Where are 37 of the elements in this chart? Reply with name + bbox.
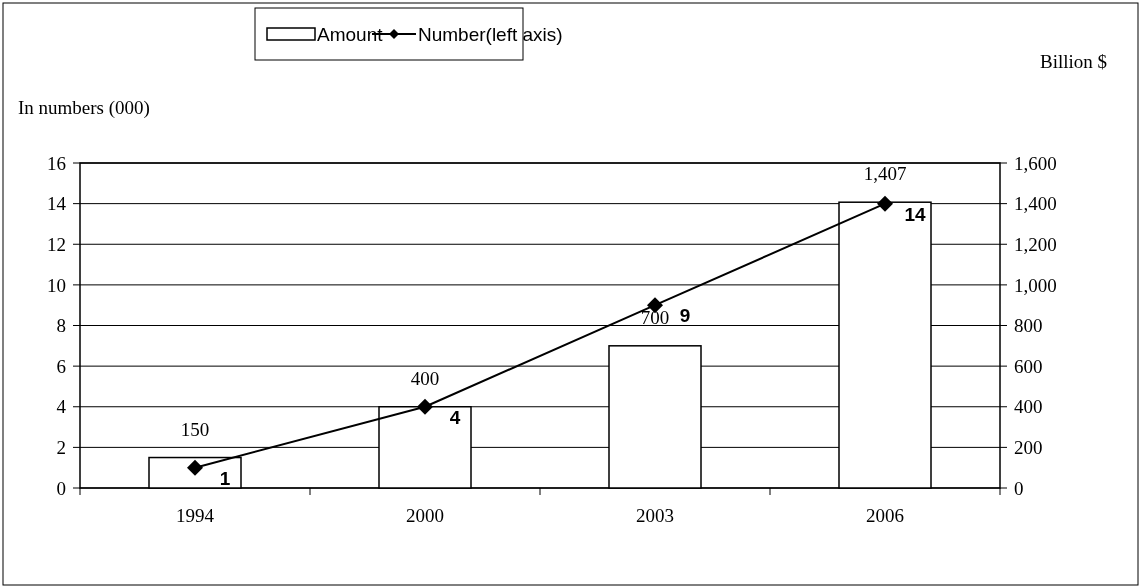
y-tick-label: 12 — [47, 233, 66, 255]
point — [417, 398, 433, 415]
y-tick-label: 2 — [56, 437, 66, 459]
y-tick-label: 0 — [56, 477, 66, 499]
legend-label: Amount — [317, 23, 384, 45]
y-tick-label: 4 — [56, 396, 67, 418]
y2-tick-label: 600 — [1014, 355, 1043, 377]
data-label: 1,407 — [863, 163, 907, 185]
y2-tick-label: 0 — [1014, 477, 1024, 499]
y-tick-label: 10 — [47, 274, 66, 296]
data-label: 9 — [679, 305, 691, 327]
y-tick-label: 16 — [47, 152, 66, 174]
y-tick-label: 6 — [56, 355, 66, 377]
data-label: 4 — [449, 406, 461, 428]
y-tick-label: 14 — [47, 193, 67, 215]
point — [877, 195, 893, 212]
legend-label: Number(left axis) — [418, 23, 563, 45]
y-axis-title: In numbers (000) — [18, 97, 150, 119]
x-tick-label: 1994 — [176, 505, 215, 526]
data-label: 1 — [219, 467, 231, 489]
data-label: 150 — [180, 418, 210, 440]
point — [187, 459, 203, 476]
y2-tick-label: 1,200 — [1014, 233, 1057, 255]
data-label: 700 — [640, 306, 670, 328]
y2-axis-title: Billion $ — [1040, 51, 1108, 72]
y2-tick-label: 800 — [1014, 315, 1043, 337]
x-tick-label: 2006 — [866, 505, 904, 526]
data-label: 400 — [410, 367, 440, 389]
data-label: 14 — [904, 203, 926, 225]
y2-tick-label: 1,000 — [1014, 274, 1057, 296]
y2-tick-label: 1,600 — [1014, 152, 1057, 174]
y2-tick-label: 1,400 — [1014, 193, 1057, 215]
y-tick-label: 8 — [56, 315, 66, 337]
x-tick-label: 2000 — [406, 505, 444, 526]
y2-tick-label: 400 — [1014, 396, 1043, 418]
x-tick-label: 2003 — [636, 505, 674, 526]
y2-tick-label: 200 — [1014, 437, 1043, 459]
